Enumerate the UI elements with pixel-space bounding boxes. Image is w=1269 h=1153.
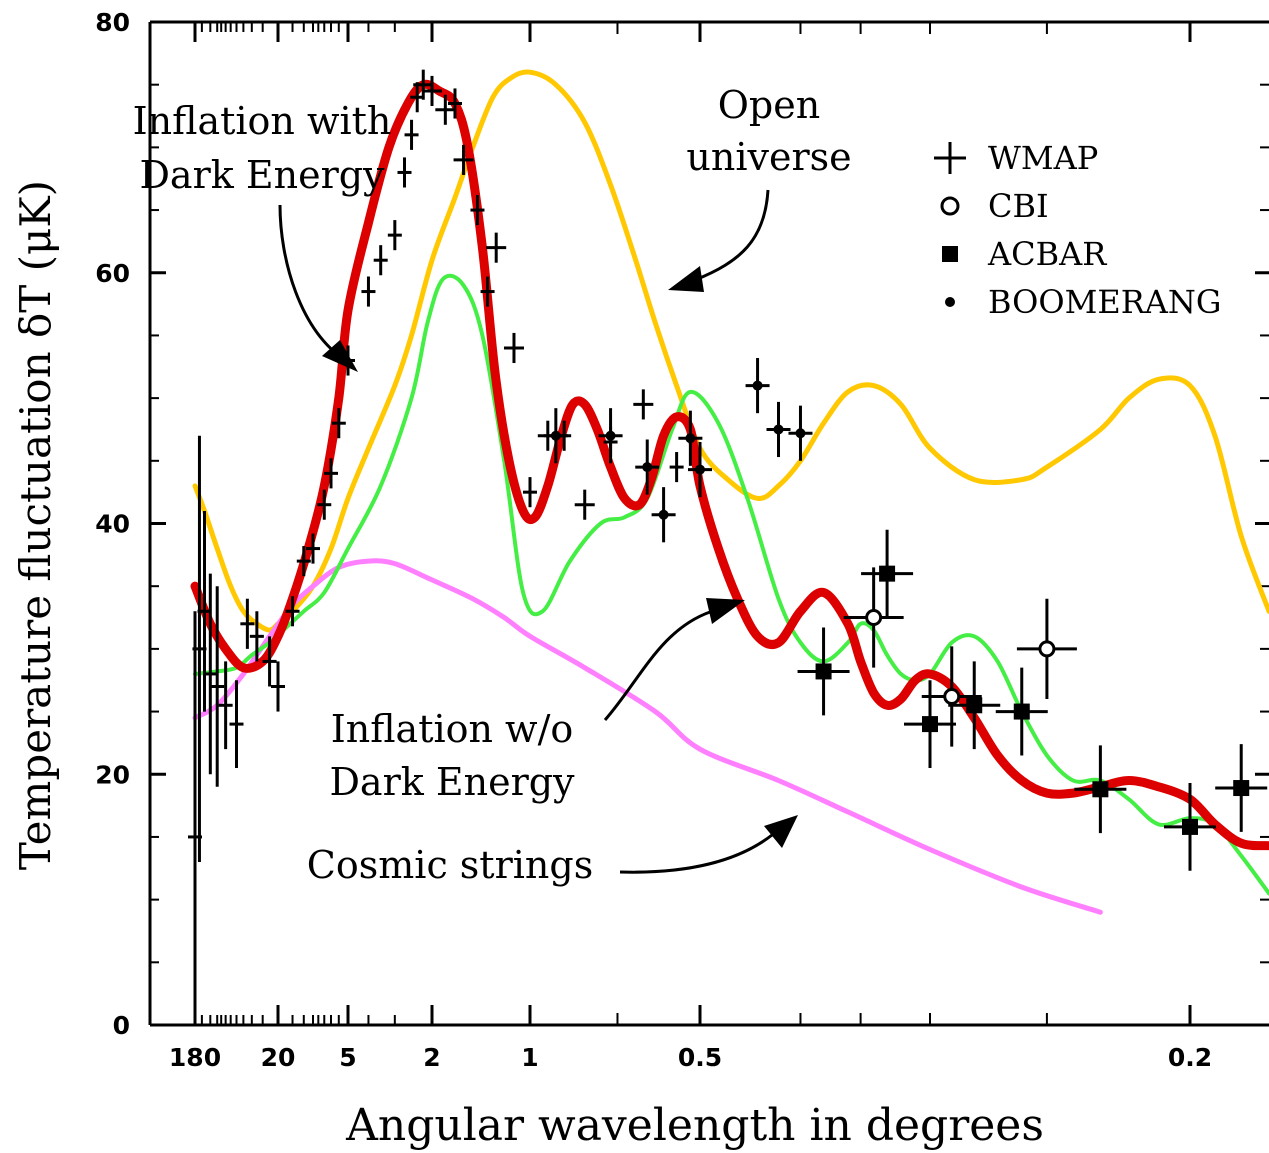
boomerang-point [605,430,616,441]
x-tick-label: 0.5 [678,1043,722,1072]
acbar-point [815,663,832,680]
boomerang-point [695,464,705,475]
y-tick-label: 80 [95,8,130,37]
x-tick-label: 1 [521,1043,538,1072]
x-tick-label: 0.2 [1168,1043,1212,1072]
annotation-line: Cosmic strings [307,843,593,887]
legend-square-marker [942,246,958,262]
legend-dot-marker [945,297,955,307]
boomerang-point [550,430,561,441]
x-tick-label: 2 [423,1043,440,1072]
boomerang-point [642,462,653,473]
x-tick-label: 180 [169,1043,221,1072]
annotation-inflation-no-dark-energy: Inflation w/o Dark Energy [329,598,745,804]
arrow-line [694,189,770,282]
annotation-open-universe: Open universe [668,83,852,292]
cbi-point [943,688,961,706]
annotation-line: Dark Energy [139,153,385,197]
acbar-point [922,716,938,733]
arrow-line [619,833,773,874]
arrow-line [603,610,711,721]
boomerang-point [795,428,806,439]
acbar-point [1092,781,1109,798]
annotation-line: Inflation w/o [331,707,574,751]
arrow-head [706,598,745,624]
y-tick-label: 40 [95,510,130,539]
arrow-line [278,204,346,362]
annotation-line: Inflation with [133,99,392,143]
annotation-line: universe [686,135,851,179]
acbar-point [1233,780,1250,797]
acbar-point [1182,818,1198,835]
y-tick-label: 20 [95,760,130,789]
annotation-inflation-dark-energy: Inflation with Dark Energy [133,99,392,372]
x-tick-label: 20 [261,1043,296,1072]
boomerang-point [685,433,696,444]
boomerang-point [752,380,763,391]
boomerang-point [773,424,784,435]
arrow-head [322,340,358,372]
arrow-head [764,815,798,848]
x-axis-label: Angular wavelength in degrees [345,1100,1044,1151]
acbar-point [1013,703,1030,720]
legend: WMAP CBI ACBAR BOOMERANG [934,139,1221,321]
boomerang-point [658,509,669,520]
acbar-point [966,697,983,714]
cbi-point [865,609,883,627]
cbi-point [1038,640,1056,658]
legend-label: CBI [988,187,1049,225]
acbar-point [879,565,896,582]
y-tick-label: 60 [95,259,130,288]
legend-label: BOOMERANG [988,283,1221,321]
annotation-cosmic-strings: Cosmic strings [307,815,798,887]
model-curve-2 [193,273,1269,896]
annotation-line: Dark Energy [329,760,575,804]
model-curve-3 [190,79,1269,851]
x-tick-label: 5 [339,1043,356,1072]
data-points [550,380,1250,835]
legend-circle-marker [940,196,960,216]
x-ticks: 180 20 5 2 1 0.5 0.2 [169,22,1212,1072]
arrow-head [668,266,704,292]
annotation-line: Open [718,83,820,127]
y-axis-label: Temperature fluctuation δT (μK) [11,180,60,870]
legend-label: WMAP [988,139,1098,177]
y-tick-label: 0 [113,1011,130,1040]
legend-label: ACBAR [987,235,1107,273]
